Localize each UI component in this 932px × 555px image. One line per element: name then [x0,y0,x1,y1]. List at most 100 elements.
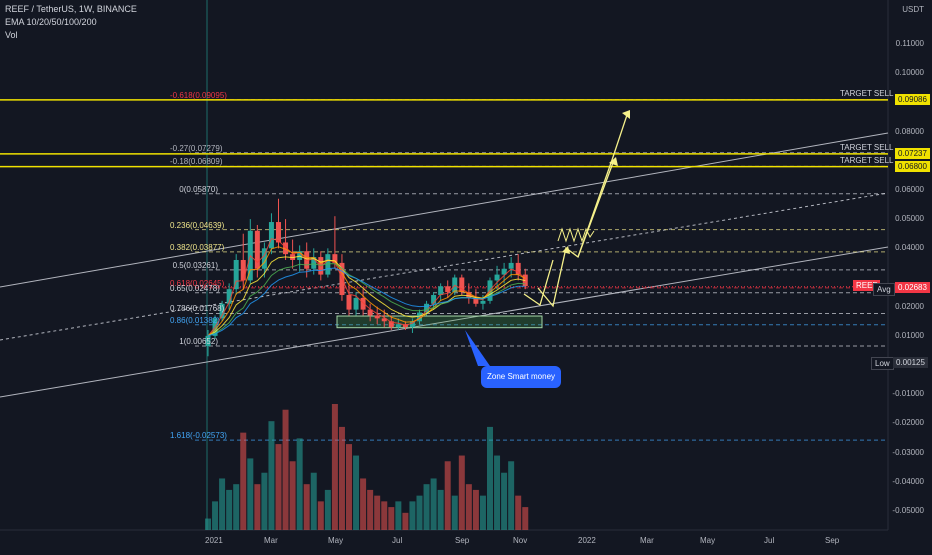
volume-bar [317,501,324,530]
candle-body [268,222,274,249]
fib-level-label: 0.236(0.04639) [170,220,225,230]
target-sell-label: TARGET SELL [840,155,894,165]
candle-body [480,300,486,304]
candle-body [395,324,401,328]
candle-body [388,321,394,328]
candle-body [240,259,246,281]
volume-bar [353,455,360,530]
candle-body [219,303,225,319]
volume-bar [275,444,282,530]
time-axis-tick: Sep [825,536,840,545]
last-price-tag: 0.02683 [895,282,930,293]
candle-body [501,268,507,275]
volume-bar [296,438,303,530]
time-axis-tick: May [700,536,716,545]
fib-level-label: 0.86(0.01382) [170,315,220,325]
volume-bar [437,489,444,530]
volume-bar [331,404,338,530]
price-axis-tick: 0.05000 [895,214,924,224]
candle-body [290,254,296,260]
ema-line [207,238,526,337]
fib-level-label: 0.5(0.03261) [172,260,218,270]
fib-level-label: 0.786(0.01768) [170,304,225,314]
projection-path-1 [537,159,615,308]
candle-body [311,257,317,269]
candle-body [494,274,500,281]
fib-level-label: 1.618(-0.02573) [170,431,227,441]
volume-bar [261,472,268,530]
candle-body [381,318,387,322]
volume-bar [346,444,352,530]
price-axis-tick: 0.06000 [895,184,924,194]
target-sell-price-tag: 0.07237 [895,147,930,159]
candle-body [297,251,303,260]
ema-indicator-label[interactable]: EMA 10/20/50/100/200 [5,17,97,27]
ema-line [207,246,526,337]
candle-body [466,292,472,298]
volume-bar [247,458,254,530]
candle-body [508,262,514,269]
volume-bar [310,472,317,530]
smart-money-zone [336,315,543,329]
ema-line [207,267,526,337]
fib-level-label: 0.382(0.03877) [170,242,225,252]
candle-body [325,254,331,275]
time-axis-tick: Nov [513,536,528,545]
volume-bar [522,507,529,530]
volume-bar [219,478,226,530]
price-axis-tick: -0.03000 [892,447,924,457]
price-axis-tick: 0.11000 [895,39,924,48]
volume-bar [374,495,381,530]
target-sell-price-tag: 0.06800 [895,160,930,172]
candle-body [283,242,289,255]
candle-body [346,295,352,310]
target-sell-label: TARGET SELL [840,142,894,152]
time-axis-tick: Mar [640,536,654,545]
projection-arrowhead-top [622,110,630,119]
volume-bar [479,495,486,530]
projection-zigzag [557,227,595,243]
volume-bar [494,455,501,530]
price-axis-tick: -0.05000 [892,506,924,515]
candle-body [233,259,239,290]
volume-bar [487,426,493,530]
volume-indicator-label[interactable]: Vol [5,30,18,40]
time-axis-tick: 2022 [578,536,596,545]
volume-bar [324,489,331,530]
time-axis-tick: Jul [764,536,775,545]
volume-bar [508,461,515,530]
fib-level-label: -0.618(0.09095) [170,90,227,100]
zone-smart-money-callout[interactable]: Zone Smart money [481,366,561,388]
projection-arrowhead-mid [609,157,618,166]
avg-label: Avg [873,283,895,296]
price-axis-tick: 0.04000 [895,243,924,253]
fib-level-label: 0(0.05870) [179,184,218,194]
volume-bar [268,421,275,530]
candle-body [226,289,232,304]
fib-level-label: 0.65(0.02478) [170,283,220,293]
volume-bar [381,501,388,530]
volume-bar [367,489,374,530]
candle-body [205,335,211,347]
volume-bar [472,489,479,530]
time-axis-tick: Mar [264,536,278,545]
candle-body [459,277,465,293]
candle-body [353,297,359,310]
projection-path-small [523,259,554,307]
low-label: Low [871,357,894,370]
candle-body [261,248,267,269]
volume-bar [240,432,247,530]
candle-body [452,277,458,293]
fib-level-label: -0.27(0.07279) [170,143,223,153]
candle-body [417,312,422,322]
volume-bar [212,501,219,530]
volume-bar [254,484,261,530]
volume-bar [282,409,289,530]
time-axis-tick: Jul [392,536,403,545]
volume-bar [409,501,416,530]
volume-bar [388,507,395,530]
price-axis-tick: 0.01000 [895,330,924,340]
price-axis-tick: 0.02000 [895,301,924,311]
